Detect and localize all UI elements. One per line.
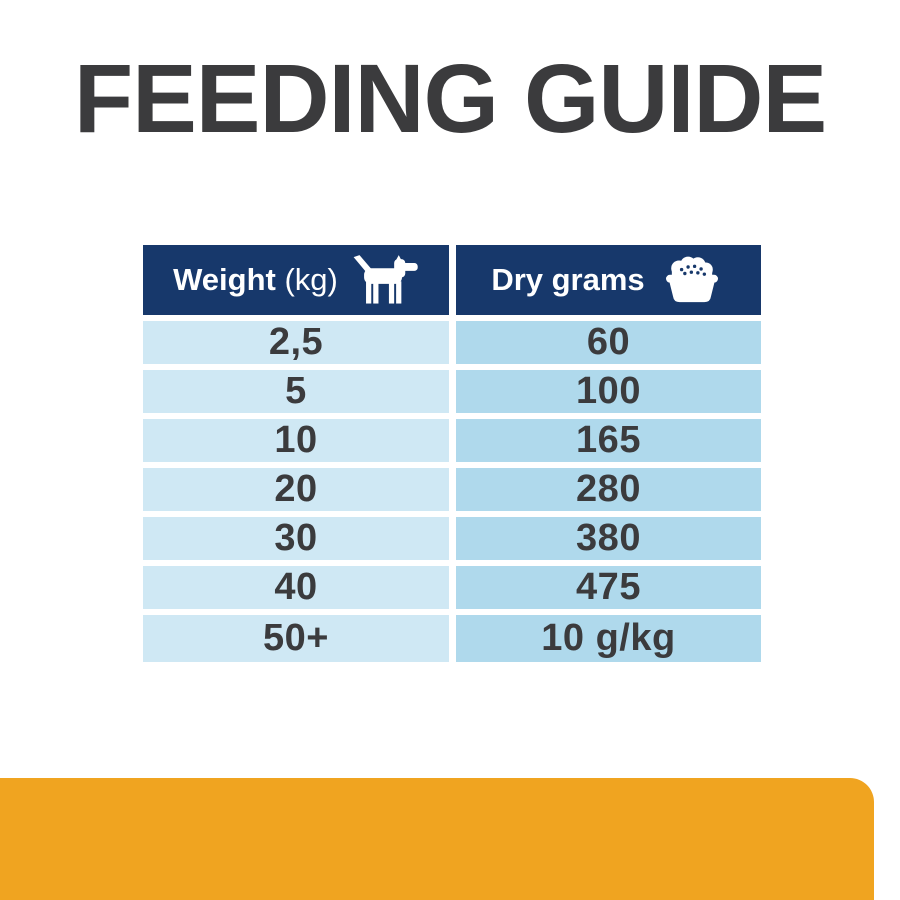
column-header-weight: Weight (kg) bbox=[143, 245, 449, 315]
weight-header-label: Weight (kg) bbox=[173, 262, 338, 298]
dry-grams-cell: 165 bbox=[456, 419, 761, 462]
dry-grams-cell: 280 bbox=[456, 468, 761, 511]
page-title: FEEDING GUIDE bbox=[73, 44, 827, 153]
dog-icon bbox=[351, 255, 419, 305]
weight-header-unit: (kg) bbox=[284, 262, 338, 297]
dry-grams-cell: 60 bbox=[456, 321, 761, 364]
dry-grams-header-label: Dry grams bbox=[491, 262, 645, 297]
column-header-dry-grams: Dry grams bbox=[456, 245, 761, 315]
feeding-table: Weight (kg) bbox=[143, 245, 761, 662]
weight-cell: 20 bbox=[143, 468, 449, 511]
weight-cell: 2,5 bbox=[143, 321, 449, 364]
food-bowl-icon bbox=[658, 254, 726, 306]
weight-cell: 10 bbox=[143, 419, 449, 462]
weight-cell: 50+ bbox=[143, 615, 449, 662]
dry-grams-cell: 100 bbox=[456, 370, 761, 413]
dry-grams-cell: 475 bbox=[456, 566, 761, 609]
weight-cell: 30 bbox=[143, 517, 449, 560]
weight-header-bold: Weight bbox=[173, 262, 276, 297]
dry-grams-cell: 10 g/kg bbox=[456, 615, 761, 662]
weight-cell: 40 bbox=[143, 566, 449, 609]
orange-footer-band bbox=[0, 778, 874, 900]
dry-grams-cell: 380 bbox=[456, 517, 761, 560]
weight-cell: 5 bbox=[143, 370, 449, 413]
